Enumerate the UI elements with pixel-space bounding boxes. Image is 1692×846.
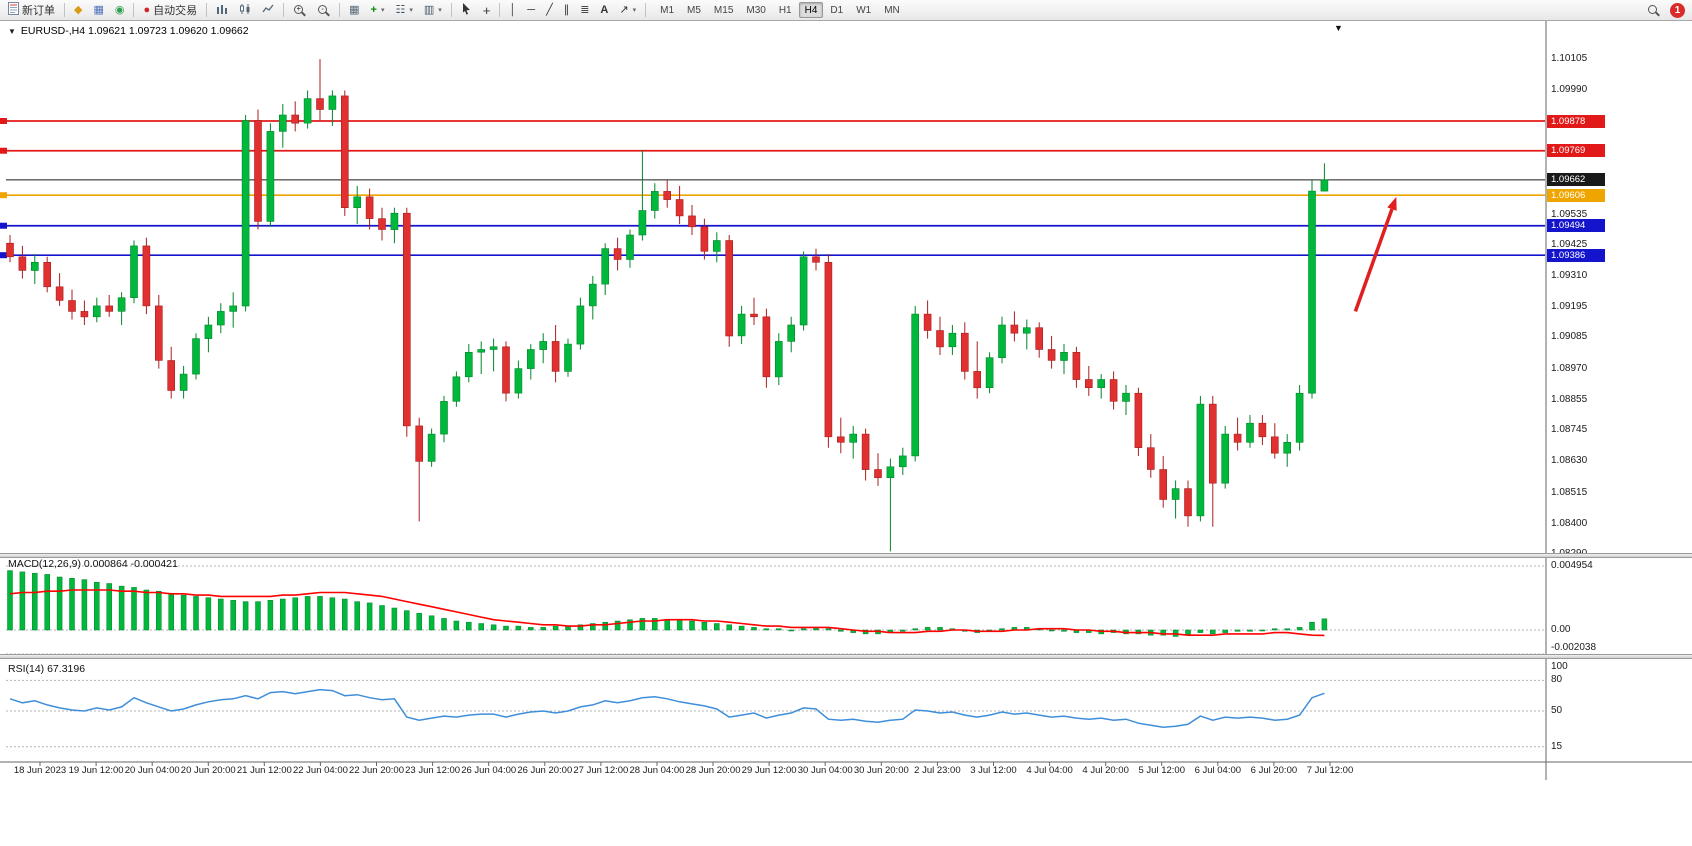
toolbar-separator <box>645 3 647 17</box>
templates-button[interactable]: ▥ ▾ <box>419 1 447 19</box>
tile-windows-button[interactable]: ▦ <box>344 1 364 19</box>
bar-chart-button[interactable] <box>211 1 233 19</box>
new-order-button[interactable]: 新订单 <box>3 1 60 19</box>
candlestick-chart-icon <box>239 3 251 18</box>
timeframe-M15[interactable]: M15 <box>708 2 739 18</box>
bar-chart-icon <box>216 3 228 18</box>
alerts-icon: ◉ <box>114 3 125 16</box>
indicators-icon: + <box>370 3 377 16</box>
data-window-icon: ▦ <box>93 3 104 16</box>
dropdown-arrow-icon: ▾ <box>409 7 413 14</box>
channel-icon: ∥ <box>563 3 570 16</box>
text-button[interactable]: A <box>595 1 613 19</box>
zoom-out-icon: - <box>317 4 331 17</box>
templates-icon: ▥ <box>423 3 435 16</box>
toolbar-separator <box>283 3 285 17</box>
periods-button[interactable]: ☷ ▾ <box>391 1 418 19</box>
toolbar-separator <box>64 3 65 17</box>
line-chart-button[interactable] <box>257 1 279 19</box>
horizontal-line-icon: ─ <box>527 3 536 16</box>
toolbar-separator <box>339 3 341 17</box>
toolbar-right: 1 <box>1642 1 1689 19</box>
autotrading-icon: ● <box>143 3 151 16</box>
search-icon <box>1647 4 1660 17</box>
candles <box>6 59 1329 552</box>
rsi-pane-separator[interactable] <box>0 654 1692 659</box>
data-window-button[interactable]: ▦ <box>88 1 108 19</box>
fibonacci-icon: ≣ <box>580 3 590 16</box>
crosshair-button[interactable]: + <box>478 1 496 19</box>
toolbar-separator <box>133 3 135 17</box>
timeframe-D1[interactable]: D1 <box>824 2 849 18</box>
market-watch-button[interactable]: ◆ <box>69 1 87 19</box>
rsi-line <box>9 688 1325 729</box>
line-chart-icon <box>262 3 274 18</box>
trendline-button[interactable]: ╱ <box>541 1 558 19</box>
timeframe-M5[interactable]: M5 <box>681 2 707 18</box>
new-order-icon <box>8 2 19 18</box>
indicators-button[interactable]: + ▾ <box>366 1 390 19</box>
dropdown-arrow-icon: ▾ <box>380 7 385 14</box>
zoom-out-button[interactable]: - <box>312 1 335 19</box>
crosshair-icon: + <box>482 2 491 18</box>
toolbar-separator <box>499 3 501 17</box>
search-button[interactable] <box>1642 1 1665 19</box>
timeframe-toolbar: M1 M5 M15 M30 H1 H4 D1 W1 MN <box>654 2 906 18</box>
vertical-line-icon: │ <box>509 3 517 16</box>
horizontal-lines[interactable] <box>0 118 1545 259</box>
dropdown-arrow-icon: ▾ <box>438 7 442 14</box>
arrows-button[interactable]: ↗ ▾ <box>614 1 641 19</box>
timeframe-M30[interactable]: M30 <box>740 2 771 18</box>
candlestick-chart-button[interactable] <box>234 1 256 19</box>
new-order-label: 新订单 <box>22 5 55 17</box>
timeframe-W1[interactable]: W1 <box>850 2 877 18</box>
autotrading-label: 自动交易 <box>153 5 198 17</box>
cursor-icon <box>461 2 472 18</box>
notification-badge[interactable]: 1 <box>1670 2 1685 18</box>
arrows-icon: ↗ <box>619 3 629 16</box>
market-watch-icon: ◆ <box>74 3 83 16</box>
fibonacci-button[interactable]: ≣ <box>575 1 594 19</box>
vertical-line-button[interactable]: │ <box>504 1 521 19</box>
channel-button[interactable]: ∥ <box>559 1 575 19</box>
periods-icon: ☷ <box>395 3 406 16</box>
trendline-icon: ╱ <box>546 3 553 16</box>
timeframe-M1[interactable]: M1 <box>654 2 680 18</box>
zoom-in-icon: + <box>293 4 307 17</box>
timeframe-H1[interactable]: H1 <box>773 2 798 18</box>
zoom-in-button[interactable]: + <box>288 1 311 19</box>
timeframe-H4[interactable]: H4 <box>798 2 824 18</box>
autotrading-button[interactable]: ● 自动交易 <box>138 1 202 19</box>
tile-windows-icon: ▦ <box>349 3 360 16</box>
text-icon: A <box>600 3 609 16</box>
macd-pane-separator[interactable] <box>0 553 1692 558</box>
alerts-button[interactable]: ◉ <box>110 1 130 19</box>
dropdown-arrow-icon: ▾ <box>632 7 637 14</box>
cursor-button[interactable] <box>456 1 477 19</box>
toolbar-separator <box>450 3 452 17</box>
macd-histogram <box>7 570 1328 637</box>
toolbar-separator <box>206 3 208 17</box>
main-toolbar: 新订单 ◆ ▦ ◉ ● 自动交易 + - ▦ + ▾ ☷ ▾ ▥ ▾ + │ ─ ╱ … <box>0 0 1692 21</box>
arrow-annotation[interactable] <box>1353 196 1397 312</box>
timeframe-MN[interactable]: MN <box>878 2 906 18</box>
macd-signal-line <box>9 589 1325 637</box>
horizontal-line-button[interactable]: ─ <box>522 1 540 19</box>
